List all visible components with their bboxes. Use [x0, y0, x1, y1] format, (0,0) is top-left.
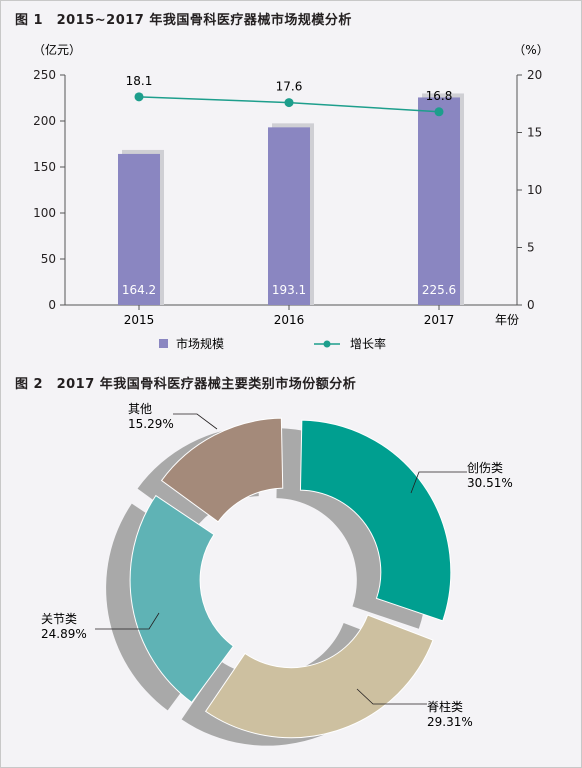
right-tick-label: 5: [527, 241, 535, 255]
slice-name-label: 关节类: [41, 612, 77, 626]
right-tick-label: 20: [527, 68, 542, 82]
figure1-title: 图 1 2015~2017 年我国骨科医疗器械市场规模分析: [15, 13, 352, 28]
bar-value-label: 193.1: [272, 283, 306, 297]
growth-rate-value-label: 18.1: [126, 74, 153, 88]
left-axis-unit: （亿元）: [33, 42, 81, 57]
right-tick-label: 0: [527, 298, 535, 312]
slice-leader-line: [410, 471, 467, 494]
market-size-chart: 0 50 100 150 200 250 0 5 10 15 20 （亿元） （%） 164.2 2015 1…: [33, 42, 549, 351]
growth-rate-value-label: 16.8: [426, 89, 453, 103]
slice-leader-line: [356, 688, 427, 705]
x-tick-label: 2015: [124, 313, 155, 327]
growth-rate-point: [134, 92, 144, 102]
left-tick-label: 250: [33, 68, 56, 82]
slice-value-label: 24.89%: [41, 627, 87, 641]
growth-rate-value-label: 17.6: [276, 80, 303, 94]
market-size-bar: [418, 97, 460, 305]
left-tick-label: 0: [48, 298, 56, 312]
slice-value-label: 15.29%: [128, 417, 174, 431]
slice-leader-line: [173, 413, 218, 430]
legend-swatch-market-size: [159, 339, 168, 348]
slice-name-label: 创伤类: [467, 461, 503, 475]
market-size-bar: [118, 153, 160, 305]
left-tick-label: 100: [33, 206, 56, 220]
x-tick-label: 2016: [274, 313, 305, 327]
slice-value-label: 30.51%: [467, 476, 513, 490]
bar-value-label: 164.2: [122, 283, 156, 297]
growth-rate-point: [434, 107, 444, 117]
legend-label-market-size: 市场规模: [176, 336, 224, 351]
right-tick-label: 10: [527, 183, 542, 197]
x-axis-label: 年份: [495, 313, 519, 327]
slice-value-label: 29.31%: [427, 715, 473, 729]
donut-slice: [204, 614, 434, 739]
slice-name-label: 其他: [128, 402, 152, 416]
growth-rate-point: [284, 98, 294, 108]
market-size-bar: [268, 127, 310, 306]
bar-value-label: 225.6: [422, 283, 456, 297]
slice-name-label: 脊柱类: [427, 699, 463, 714]
figure2-title: 图 2 2017 年我国骨科医疗器械主要类别市场份额分析: [15, 377, 357, 392]
legend-label-growth-rate: 增长率: [350, 336, 386, 351]
left-tick-label: 200: [33, 114, 56, 128]
donut-slice: [160, 417, 284, 523]
x-tick-label: 2017: [424, 313, 455, 327]
right-tick-label: 15: [527, 126, 542, 140]
slice-leader-line: [95, 612, 160, 630]
donut-slice: [299, 419, 452, 622]
left-tick-label: 150: [33, 160, 56, 174]
right-axis-unit: （%）: [513, 43, 548, 57]
left-tick-label: 50: [41, 252, 56, 266]
legend-marker-growth-rate: [323, 340, 331, 348]
donut-slice: [129, 494, 235, 704]
